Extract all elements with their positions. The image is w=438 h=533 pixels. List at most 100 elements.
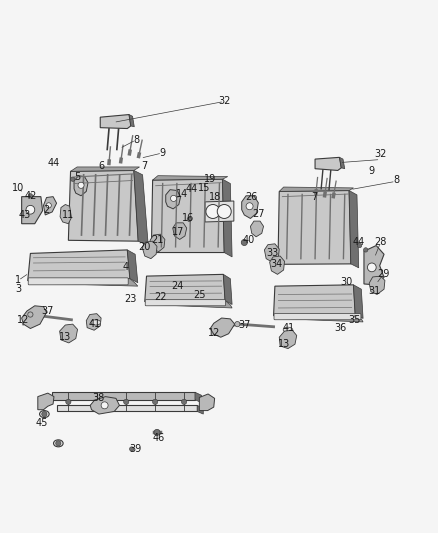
- Circle shape: [71, 177, 75, 181]
- Circle shape: [181, 399, 187, 405]
- Polygon shape: [145, 274, 225, 302]
- Text: 9: 9: [159, 148, 165, 158]
- Text: 20: 20: [138, 242, 151, 252]
- Text: 6: 6: [98, 161, 104, 171]
- Polygon shape: [205, 201, 234, 222]
- Polygon shape: [274, 285, 355, 316]
- Polygon shape: [60, 324, 78, 343]
- Circle shape: [42, 411, 47, 417]
- Text: 28: 28: [374, 238, 387, 247]
- Text: 42: 42: [24, 191, 36, 201]
- Text: 43: 43: [18, 210, 31, 220]
- Circle shape: [367, 263, 376, 272]
- Text: 9: 9: [368, 166, 374, 176]
- Ellipse shape: [91, 320, 101, 325]
- Polygon shape: [349, 190, 359, 268]
- Text: 39: 39: [129, 444, 141, 454]
- Text: 18: 18: [208, 192, 221, 201]
- Polygon shape: [166, 190, 180, 209]
- Circle shape: [56, 441, 61, 446]
- Polygon shape: [265, 244, 279, 262]
- Circle shape: [187, 217, 191, 222]
- Polygon shape: [274, 314, 363, 322]
- FancyBboxPatch shape: [28, 278, 128, 285]
- Text: 19: 19: [204, 174, 216, 184]
- Polygon shape: [145, 301, 232, 308]
- Ellipse shape: [39, 410, 49, 417]
- Polygon shape: [173, 223, 187, 239]
- Text: 17: 17: [172, 228, 184, 237]
- Polygon shape: [150, 234, 165, 252]
- Text: 23: 23: [125, 294, 137, 304]
- Polygon shape: [21, 197, 42, 224]
- Polygon shape: [223, 179, 232, 257]
- Polygon shape: [279, 330, 297, 349]
- Circle shape: [28, 312, 33, 317]
- Text: 44: 44: [186, 184, 198, 194]
- Circle shape: [78, 182, 84, 188]
- Polygon shape: [353, 285, 363, 318]
- Polygon shape: [152, 176, 228, 180]
- Text: 41: 41: [283, 324, 295, 334]
- Text: 37: 37: [238, 320, 251, 330]
- Text: 36: 36: [334, 324, 346, 334]
- Text: 25: 25: [193, 290, 205, 300]
- Circle shape: [46, 203, 51, 208]
- Text: 37: 37: [42, 306, 54, 316]
- Ellipse shape: [283, 327, 293, 333]
- Circle shape: [130, 447, 134, 451]
- Text: 45: 45: [36, 418, 48, 428]
- Circle shape: [154, 430, 160, 435]
- Text: 10: 10: [12, 183, 24, 193]
- Text: 15: 15: [198, 183, 210, 193]
- FancyBboxPatch shape: [274, 313, 361, 320]
- Text: 8: 8: [393, 175, 399, 185]
- Polygon shape: [270, 256, 285, 274]
- Circle shape: [152, 399, 158, 405]
- Polygon shape: [195, 392, 201, 403]
- Text: 7: 7: [141, 161, 148, 171]
- Polygon shape: [28, 279, 138, 286]
- Text: 24: 24: [171, 281, 184, 291]
- Polygon shape: [68, 171, 138, 241]
- Text: 44: 44: [48, 158, 60, 167]
- Polygon shape: [90, 397, 120, 414]
- Text: 11: 11: [62, 210, 74, 220]
- Circle shape: [170, 195, 177, 201]
- Text: 3: 3: [15, 284, 21, 294]
- Polygon shape: [129, 115, 134, 127]
- Polygon shape: [38, 393, 54, 410]
- Text: 34: 34: [271, 260, 283, 269]
- Text: 32: 32: [374, 149, 387, 159]
- Polygon shape: [21, 306, 46, 328]
- Text: 7: 7: [311, 192, 317, 201]
- Circle shape: [241, 239, 247, 246]
- Text: 1: 1: [15, 276, 21, 286]
- Text: 5: 5: [74, 172, 80, 182]
- Text: 2: 2: [43, 205, 49, 215]
- Polygon shape: [142, 241, 157, 259]
- Text: 41: 41: [88, 319, 101, 329]
- Polygon shape: [278, 190, 351, 264]
- Circle shape: [246, 203, 253, 210]
- Text: 13: 13: [59, 332, 71, 342]
- Circle shape: [124, 399, 129, 405]
- Polygon shape: [52, 392, 195, 400]
- Text: 4: 4: [122, 262, 128, 271]
- Text: 14: 14: [176, 189, 188, 199]
- Polygon shape: [315, 157, 341, 171]
- Circle shape: [95, 399, 100, 405]
- Text: 38: 38: [93, 393, 105, 403]
- Polygon shape: [197, 405, 203, 414]
- Text: 32: 32: [218, 96, 230, 107]
- Text: 31: 31: [368, 286, 381, 296]
- Polygon shape: [251, 221, 264, 237]
- Polygon shape: [74, 176, 88, 196]
- Circle shape: [26, 205, 35, 214]
- Text: 21: 21: [151, 235, 163, 245]
- Text: 40: 40: [243, 235, 255, 245]
- Text: 33: 33: [266, 247, 279, 257]
- Text: 29: 29: [377, 269, 389, 279]
- Text: 35: 35: [348, 315, 360, 325]
- Text: 13: 13: [279, 339, 291, 349]
